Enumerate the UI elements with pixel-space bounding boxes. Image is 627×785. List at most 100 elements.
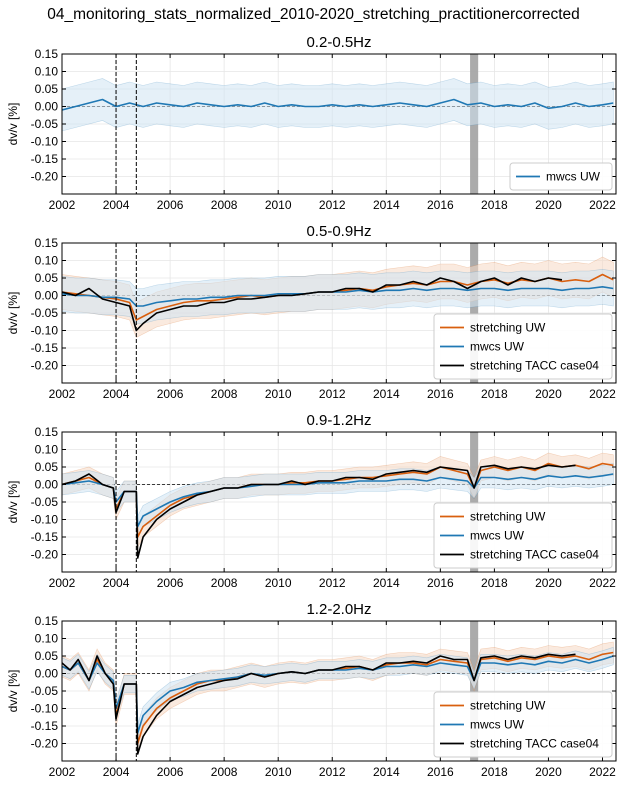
- y-tick-label: 0.00: [35, 100, 59, 114]
- legend-label: mwcs UW: [470, 529, 525, 543]
- legend-box: [509, 162, 613, 191]
- x-tick-label: 2010: [265, 387, 292, 401]
- x-tick-label: 2016: [427, 576, 454, 590]
- x-tick-label: 2020: [535, 198, 562, 212]
- panel-1: 2002 2004 2006 2008 2010 2012 2014 2016 2018 2020…: [6, 34, 617, 212]
- y-tick-label: -0.05: [31, 117, 59, 131]
- legend-label: stretching UW: [470, 321, 546, 335]
- x-tick-label: 2008: [211, 198, 238, 212]
- y-tick-label: 0.10: [35, 65, 59, 79]
- series-group: [62, 256, 614, 338]
- x-tick-label: 2020: [535, 765, 562, 779]
- y-tick-label: -0.15: [31, 719, 59, 733]
- x-tick-label: 2014: [373, 576, 400, 590]
- x-tick-label: 2004: [103, 387, 130, 401]
- y-tick-label: -0.05: [31, 306, 59, 320]
- y-tick-label: -0.10: [31, 324, 59, 338]
- y-axis-label: dv/v [%]: [6, 103, 20, 146]
- legend: mwcs UW: [509, 162, 613, 191]
- x-tick-label: 2012: [319, 765, 346, 779]
- x-tick-label: 2016: [427, 387, 454, 401]
- y-axis-label: dv/v [%]: [6, 481, 20, 524]
- series-group: [62, 452, 614, 559]
- y-tick-label: 0.00: [35, 478, 59, 492]
- y-tick-label: 0.10: [35, 254, 59, 268]
- y-tick-label: 0.05: [35, 649, 59, 663]
- y-tick-label: 0.00: [35, 289, 59, 303]
- uncertainty-band: [62, 646, 614, 742]
- panel-title: 0.2-0.5Hz: [306, 34, 371, 51]
- legend: stretching UW mwcs UW stretching TACC case…: [433, 502, 613, 569]
- x-tick-label: 2006: [157, 576, 184, 590]
- legend-label: stretching UW: [470, 510, 546, 524]
- x-tick-label: 2020: [535, 387, 562, 401]
- y-tick-label: -0.10: [31, 513, 59, 527]
- legend-box: [433, 691, 613, 758]
- x-tick-label: 2002: [49, 765, 76, 779]
- x-tick-label: 2006: [157, 387, 184, 401]
- y-tick-label: -0.05: [31, 495, 59, 509]
- y-axis-label: dv/v [%]: [6, 292, 20, 335]
- y-tick-label: 0.15: [35, 614, 59, 628]
- legend-label: mwcs UW: [546, 170, 601, 184]
- x-tick-label: 2010: [265, 765, 292, 779]
- x-tick-label: 2004: [103, 198, 130, 212]
- x-tick-label: 2006: [157, 765, 184, 779]
- x-tick-label: 2018: [481, 765, 508, 779]
- panel-4: 2002 2004 2006 2008 2010 2012 2014 2016 2018 2020…: [6, 601, 617, 779]
- x-tick-label: 2008: [211, 765, 238, 779]
- x-tick-label: 2010: [265, 576, 292, 590]
- x-tick-label: 2008: [211, 387, 238, 401]
- y-tick-label: -0.10: [31, 135, 59, 149]
- series-line: [62, 98, 614, 111]
- x-tick-label: 2002: [49, 387, 76, 401]
- series-line: [62, 464, 576, 559]
- y-tick-label: 0.10: [35, 632, 59, 646]
- highlight-band: [470, 621, 479, 761]
- legend-label: mwcs UW: [470, 718, 525, 732]
- y-tick-label: 0.15: [35, 236, 59, 250]
- highlight-band: [470, 243, 479, 383]
- x-tick-label: 2016: [427, 765, 454, 779]
- y-tick-label: -0.20: [31, 737, 59, 751]
- legend-label: stretching TACC case04: [470, 737, 599, 751]
- x-tick-label: 2022: [589, 576, 616, 590]
- x-tick-label: 2012: [319, 576, 346, 590]
- panel-title: 0.9-1.2Hz: [306, 412, 371, 429]
- x-tick-label: 2014: [373, 765, 400, 779]
- x-tick-label: 2014: [373, 387, 400, 401]
- x-tick-label: 2010: [265, 198, 292, 212]
- y-tick-label: -0.10: [31, 702, 59, 716]
- series-line: [62, 277, 563, 332]
- y-tick-label: 0.15: [35, 425, 59, 439]
- panel-title: 0.5-0.9Hz: [306, 223, 371, 240]
- series-line: [62, 653, 576, 755]
- y-tick-label: 0.10: [35, 443, 59, 457]
- series-group: [62, 641, 614, 755]
- series-group: [62, 78, 614, 132]
- y-tick-label: -0.20: [31, 170, 59, 184]
- legend-label: stretching UW: [470, 699, 546, 713]
- panel-3: 2002 2004 2006 2008 2010 2012 2014 2016 2018 2020…: [6, 412, 617, 590]
- figure-suptitle: 04_monitoring_stats_normalized_2010-2020…: [47, 6, 580, 23]
- y-tick-label: -0.15: [31, 152, 59, 166]
- legend-label: mwcs UW: [470, 340, 525, 354]
- x-tick-label: 2022: [589, 387, 616, 401]
- x-tick-label: 2018: [481, 198, 508, 212]
- x-tick-label: 2004: [103, 765, 130, 779]
- legend-label: stretching TACC case04: [470, 359, 599, 373]
- legend-label: stretching TACC case04: [470, 548, 599, 562]
- y-tick-label: 0.05: [35, 82, 59, 96]
- x-tick-label: 2018: [481, 576, 508, 590]
- x-tick-label: 2022: [589, 765, 616, 779]
- panel-2: 2002 2004 2006 2008 2010 2012 2014 2016 2018 2020…: [6, 223, 617, 401]
- legend-box: [433, 502, 613, 569]
- legend: stretching UW mwcs UW stretching TACC case…: [433, 691, 613, 758]
- x-tick-label: 2002: [49, 198, 76, 212]
- x-tick-label: 2002: [49, 576, 76, 590]
- x-tick-label: 2014: [373, 198, 400, 212]
- x-tick-label: 2008: [211, 576, 238, 590]
- y-tick-label: -0.15: [31, 530, 59, 544]
- x-tick-label: 2006: [157, 198, 184, 212]
- legend: stretching UW mwcs UW stretching TACC case…: [433, 313, 613, 380]
